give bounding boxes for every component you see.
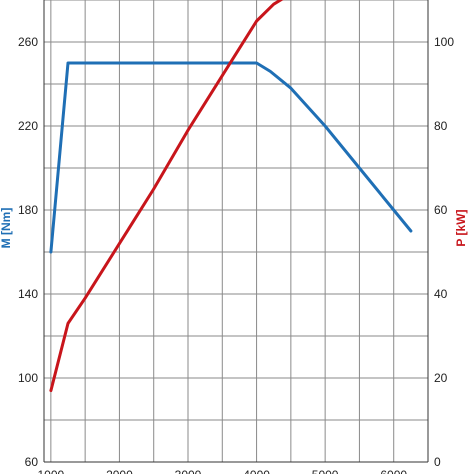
right-tick-label: 40 [434,287,448,301]
left-tick-label: 60 [25,455,39,469]
x-tick-label: 5000 [312,468,339,474]
left-tick-label: 180 [18,203,38,217]
left-tick-label: 140 [18,287,38,301]
left-tick-label: 100 [18,371,38,385]
left-tick-label: 220 [18,119,38,133]
x-tick-label: 1000 [38,468,65,474]
grid-layer [43,0,429,463]
x-tick-label: 4000 [243,468,270,474]
right-axis-title: P [kW] [454,209,468,246]
x-tick-label: 2000 [106,468,133,474]
series-layer [49,0,413,393]
x-tick-label: 3000 [175,468,202,474]
tick-layer: 60 100 140 180 220 260 0 20 40 60 80 100 1000 2000 300… [18,35,454,474]
right-tick-label: 0 [434,455,441,469]
x-tick-label: 6000 [380,468,407,474]
right-tick-label: 100 [434,35,454,49]
right-tick-label: 60 [434,203,448,217]
left-tick-label: 260 [18,35,38,49]
left-axis-title: M [Nm] [0,208,13,249]
right-tick-label: 20 [434,371,448,385]
power-series-line [49,0,284,393]
torque-series-line [49,61,413,254]
right-tick-label: 80 [434,119,448,133]
